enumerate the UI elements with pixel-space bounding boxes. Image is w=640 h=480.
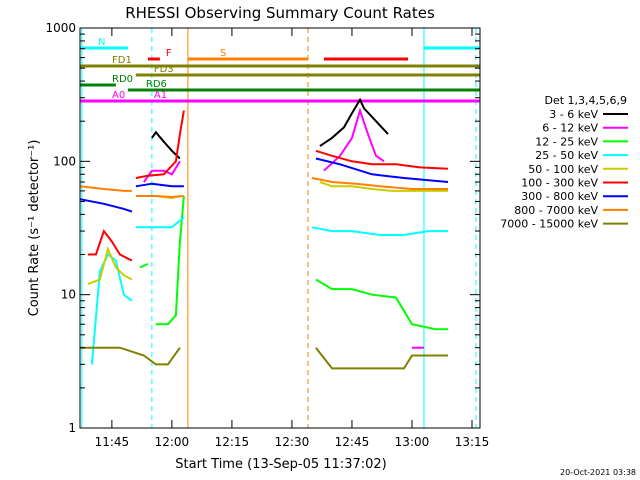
legend-label-7000-15000-kev: 7000 - 15000 keV: [500, 218, 598, 231]
series-line-300-800-kev-1: [79, 198, 133, 213]
x-tick-label-12-45: 12:45: [335, 435, 370, 449]
y-tick-label-1000: 1000: [45, 21, 76, 35]
x-tick-label-11-45: 11:45: [95, 435, 130, 449]
series-line-6-12-kev-1: [143, 160, 181, 183]
x-tick-label-12-15: 12:15: [215, 435, 250, 449]
x-tick-label-12-30: 12:30: [275, 435, 310, 449]
series-line-100-300-kev-2: [135, 110, 185, 179]
state-bar-label-a1: A1: [154, 90, 167, 101]
series-line-25-50-kev-3: [311, 226, 448, 236]
series-line-50-100-kev-1: [87, 245, 133, 286]
series-line-800-7000-kev-2: [135, 195, 184, 199]
plot-frame: [79, 27, 481, 429]
series-line-100-300-kev-1: [87, 229, 133, 262]
series-line-7000-15000-kev-2: [315, 347, 448, 370]
legend-label-50-100-kev: 50 - 100 keV: [528, 163, 598, 176]
state-bar-label-f: F: [166, 48, 172, 59]
series-line-25-50-kev-2: [135, 216, 185, 229]
x-tick-label-13-00: 13:00: [395, 435, 430, 449]
y-tick-label-100: 100: [53, 154, 76, 168]
legend-label-300-800-kev: 300 - 800 keV: [521, 190, 598, 203]
y-tick-label-1: 1: [68, 421, 76, 435]
series-line-300-800-kev-2: [135, 182, 184, 188]
legend-label-3-6-kev: 3 - 6 keV: [549, 108, 598, 121]
state-bar-label-fd1: FD1: [112, 55, 132, 66]
series-line-12-25-kev-2: [155, 195, 185, 326]
series-line-50-100-kev-3: [319, 181, 448, 192]
legend-title: Det 1,3,4,5,6,9: [544, 94, 627, 107]
state-bar-label-s: S: [220, 48, 226, 59]
series-line-3-6-kev-2: [319, 97, 389, 147]
series-line-6-12-kev-2: [323, 107, 385, 172]
x-axis-label: Start Time (13-Sep-05 11:37:02): [175, 457, 386, 472]
y-tick-label-10: 10: [61, 288, 76, 302]
x-tick-label-12-00: 12:00: [155, 435, 190, 449]
state-bar-label-fd3: FD3: [154, 64, 174, 75]
state-bar-label-n: N: [98, 37, 105, 48]
legend-label-100-300-kev: 100 - 300 keV: [521, 177, 598, 190]
legend-label-800-7000-kev: 800 - 7000 keV: [514, 204, 598, 217]
series-line-7000-15000-kev-1: [80, 346, 181, 366]
footer-timestamp: 20-Oct-2021 03:38: [560, 468, 636, 477]
series-line-100-300-kev-3: [315, 149, 449, 170]
legend-label-12-25-kev: 12 - 25 keV: [535, 135, 598, 148]
series-line-300-800-kev-3: [315, 157, 449, 183]
series-line-800-7000-kev-1: [79, 185, 132, 192]
series-line-12-25-kev-3: [315, 278, 448, 331]
chart-title: RHESSI Observing Summary Count Rates: [125, 4, 435, 22]
legend-label-6-12-kev: 6 - 12 keV: [542, 122, 598, 135]
series-line-12-25-kev-1: [139, 262, 149, 269]
x-tick-label-13-15: 13:15: [455, 435, 490, 449]
state-bar-label-rd0: RD0: [112, 74, 133, 85]
state-bar-label-a0: A0: [112, 90, 125, 101]
y-axis-label: Count Rate (s⁻¹ detector⁻¹): [27, 140, 42, 317]
series-line-800-7000-kev-3: [311, 177, 448, 190]
state-bar-label-rd6: RD6: [146, 79, 167, 90]
series-line-3-6-kev-1: [151, 130, 181, 160]
legend-label-25-50-kev: 25 - 50 keV: [535, 149, 598, 162]
